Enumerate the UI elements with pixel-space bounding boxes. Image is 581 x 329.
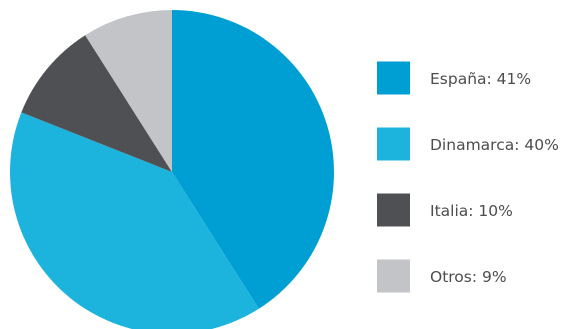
pie-slice-otros	[85, 10, 172, 172]
legend-label-espana: España: 41%	[430, 70, 531, 88]
pie-slices	[10, 10, 334, 329]
pie-slice-dinamarca	[10, 112, 259, 329]
legend-label-dinamarca: Dinamarca: 40%	[430, 136, 559, 154]
pie-slice-italia	[21, 35, 172, 172]
legend-swatch-otros	[377, 259, 410, 293]
legend-swatch-espana	[377, 61, 410, 95]
legend-label-otros: Otros: 9%	[430, 268, 507, 286]
pie-slice-espana	[172, 10, 334, 309]
legend: España: 41% Dinamarca: 40% Italia: 10% Otro…	[377, 61, 559, 293]
legend-swatch-italia	[377, 193, 410, 227]
legend-label-italia: Italia: 10%	[430, 202, 513, 220]
legend-swatch-dinamarca	[377, 127, 410, 161]
